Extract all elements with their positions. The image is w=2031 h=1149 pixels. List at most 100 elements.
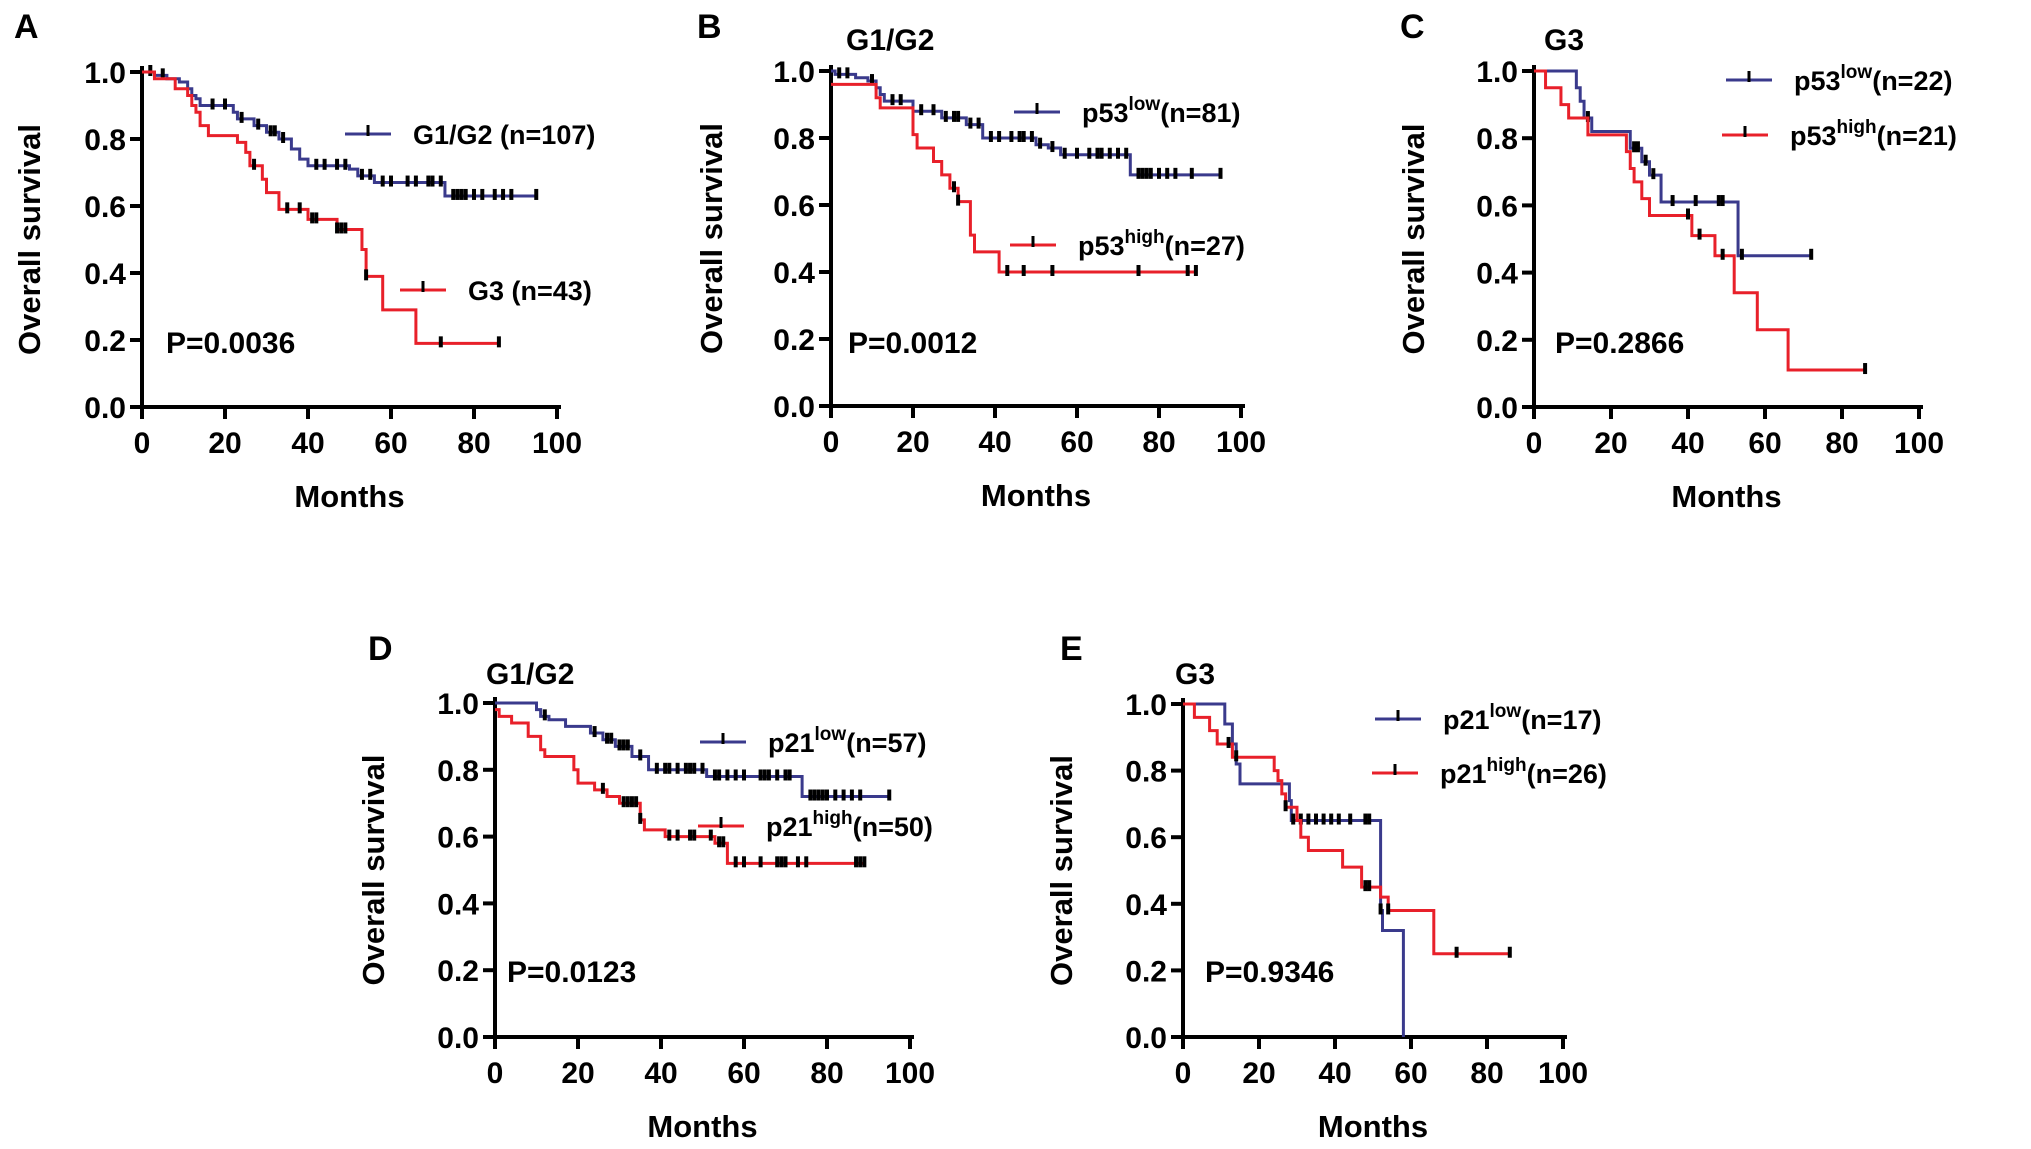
x-axis-title: Months [1671,479,1781,514]
y-tick-label: 0.2 [1125,955,1167,988]
legend-label: G3 (n=43) [468,276,592,306]
panel-b: B G1/G2 0.0 0.2 0.4 0.6 0.8 1.0 0 20 40 60 80 100 Mont… [694,8,1266,513]
x-tick-label: 0 [1526,427,1543,460]
panel-c: C G3 0.0 0.2 0.4 0.6 0.8 1.0 0 20 40 60 80 100 Months O… [1396,8,1957,514]
series-high [142,70,501,348]
x-axis-title: Months [647,1109,757,1144]
x-tick-label: 40 [1318,1057,1351,1090]
y-tick-label: 0.2 [84,325,126,358]
legend-entry: p53low(n=22) [1726,62,1952,96]
legend-label: p21low(n=17) [1443,701,1601,735]
y-tick-label: 0.8 [84,124,126,157]
y-axis-title: Overall survival [1044,755,1079,986]
legend-entry: G3 (n=43) [400,276,592,306]
p-value-annotation: P=0.9346 [1205,956,1334,989]
x-tick-label: 20 [208,427,241,460]
panel-letter: A [14,8,39,46]
x-tick-label: 80 [1470,1057,1503,1090]
y-tick-label: 0.0 [773,391,815,424]
y-tick-label: 0.4 [1125,889,1167,922]
x-tick-label: 80 [457,427,490,460]
legend-entry: p21high(n=26) [1372,755,1607,789]
legend-label: p53low(n=22) [1794,62,1952,96]
p-value-annotation: P=0.0012 [848,327,977,360]
legend-entry: p53low(n=81) [1014,94,1240,128]
panel-a: A 0.0 0.2 0.4 0.6 0.8 1.0 0 20 40 60 80 100 Months Ove… [12,8,595,514]
panel-subtitle: G3 [1175,658,1215,691]
x-tick-label: 20 [1242,1057,1275,1090]
legend-label: p53high(n=27) [1078,227,1245,261]
x-tick-label: 60 [1748,427,1781,460]
y-tick-label: 1.0 [1125,689,1167,722]
survival-curve [1534,69,1812,258]
panel-subtitle: G1/G2 [486,658,574,691]
x-tick-label: 0 [823,426,840,459]
legend-label: p53high(n=21) [1790,117,1957,151]
y-tick-label: 0.4 [1476,258,1518,291]
y-tick-label: 1.0 [437,688,479,721]
x-tick-label: 60 [1060,426,1093,459]
y-tick-label: 0.2 [1476,325,1518,358]
series-high [1534,69,1868,375]
x-axis-title: Months [981,478,1091,513]
panel-subtitle: G1/G2 [846,24,934,57]
legend-entry: p21low(n=17) [1375,701,1601,735]
x-axis-title: Months [294,479,404,514]
x-tick-label: 20 [896,426,929,459]
x-tick-label: 100 [1894,427,1944,460]
y-tick-label: 0.6 [1476,190,1518,223]
survival-curve [1183,702,1510,956]
y-tick-label: 0.4 [84,258,126,291]
legend-entry: p21high(n=50) [698,808,933,842]
y-tick-label: 0.2 [437,955,479,988]
x-tick-label: 0 [487,1057,504,1090]
series-high [831,82,1198,276]
survival-curve [1534,69,1866,372]
x-axis-title: Months [1318,1109,1428,1144]
x-tick-label: 0 [134,427,151,460]
y-tick-label: 0.4 [773,257,815,290]
y-axis-title: Overall survival [1396,124,1431,355]
x-tick-label: 60 [374,427,407,460]
panel-letter: B [697,8,722,46]
panel-letter: C [1400,8,1425,46]
x-tick-label: 100 [1216,426,1266,459]
panel-letter: E [1060,630,1083,668]
p-value-annotation: P=0.0123 [507,956,636,989]
x-tick-label: 100 [532,427,582,460]
p-value-annotation: P=0.2866 [1555,327,1684,360]
series-low [142,65,539,200]
series-low [831,67,1223,179]
y-tick-label: 0.6 [437,822,479,855]
survival-curve [142,70,537,198]
y-tick-label: 0.6 [84,191,126,224]
y-tick-label: 0.8 [1476,123,1518,156]
panel-subtitle: G3 [1544,24,1584,57]
y-tick-label: 1.0 [84,57,126,90]
panel-e: E G3 0.0 0.2 0.4 0.6 0.8 1.0 0 20 40 60 80 100 Months O… [1044,630,1607,1144]
x-tick-label: 80 [810,1057,843,1090]
x-tick-label: 20 [1594,427,1627,460]
x-tick-label: 40 [1671,427,1704,460]
y-tick-label: 1.0 [1476,56,1518,89]
survival-curve [831,69,1221,177]
x-tick-label: 40 [978,426,1011,459]
y-tick-label: 0.8 [437,755,479,788]
y-tick-label: 0.0 [1476,392,1518,425]
x-tick-label: 60 [1394,1057,1427,1090]
legend-entry: p53high(n=27) [1010,227,1245,261]
x-tick-label: 80 [1825,427,1858,460]
x-tick-label: 40 [291,427,324,460]
y-tick-label: 0.6 [1125,822,1167,855]
series-low [495,701,892,801]
x-tick-label: 80 [1142,426,1175,459]
panel-letter: D [368,630,393,668]
y-tick-label: 0.6 [773,190,815,223]
legend-label: p21high(n=26) [1440,755,1607,789]
y-tick-label: 0.4 [437,888,479,921]
x-tick-label: 40 [644,1057,677,1090]
legend-label: p21high(n=50) [766,808,933,842]
series-low [1534,69,1814,260]
x-tick-label: 20 [561,1057,594,1090]
legend-label: p53low(n=81) [1082,94,1240,128]
